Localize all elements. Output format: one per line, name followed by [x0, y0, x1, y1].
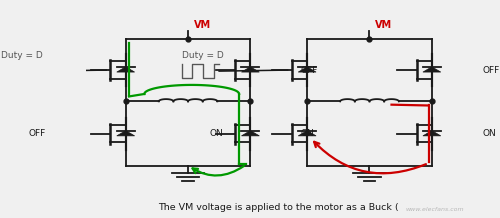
FancyArrowPatch shape — [314, 142, 426, 173]
Text: OFF: OFF — [28, 129, 46, 138]
Text: ON: ON — [210, 129, 224, 138]
Polygon shape — [298, 67, 316, 72]
Polygon shape — [242, 131, 260, 136]
Text: VM: VM — [194, 20, 211, 30]
Polygon shape — [117, 131, 134, 136]
Polygon shape — [117, 67, 134, 72]
FancyArrowPatch shape — [192, 166, 244, 175]
Polygon shape — [242, 67, 260, 72]
Text: OFF: OFF — [300, 66, 318, 75]
Text: The VM voltage is applied to the motor as a Buck (: The VM voltage is applied to the motor a… — [158, 203, 399, 212]
Text: ON: ON — [300, 129, 314, 138]
Polygon shape — [298, 131, 316, 136]
Text: ON: ON — [482, 129, 496, 138]
Polygon shape — [423, 131, 441, 136]
Text: OFF: OFF — [482, 66, 500, 75]
Text: VM: VM — [376, 20, 392, 30]
Text: Duty = D: Duty = D — [182, 51, 224, 60]
Polygon shape — [423, 67, 441, 72]
Text: www.elecfans.com: www.elecfans.com — [406, 207, 464, 212]
Text: Duty = D: Duty = D — [1, 51, 43, 60]
